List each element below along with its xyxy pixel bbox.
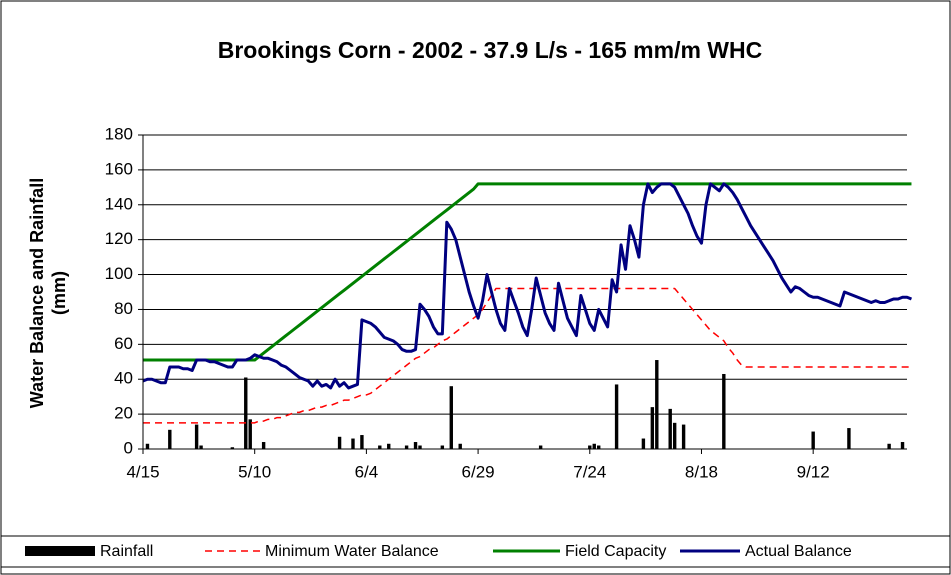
bar xyxy=(194,424,199,449)
bar xyxy=(360,435,364,449)
chart-title: Brookings Corn - 2002 - 37.9 L/s - 165 m… xyxy=(218,37,762,63)
x-tick-label: 4/15 xyxy=(126,462,159,481)
bar xyxy=(811,431,815,449)
bar xyxy=(378,445,382,449)
bar xyxy=(900,442,905,449)
bar xyxy=(230,447,235,449)
line xyxy=(142,182,913,390)
x-tick-label: 7/24 xyxy=(573,462,606,481)
y-tick-label: 160 xyxy=(105,159,133,178)
bar xyxy=(404,445,409,449)
bar xyxy=(458,443,462,449)
y-tick-label: 40 xyxy=(114,369,133,388)
legend-frame xyxy=(0,535,951,568)
bar xyxy=(588,445,592,449)
legend-label: Actual Balance xyxy=(745,543,852,560)
legend-label: Rainfall xyxy=(100,543,153,560)
bar xyxy=(351,438,355,449)
y-tick-label: 100 xyxy=(105,264,133,283)
y-tick-label: 80 xyxy=(114,299,133,318)
bar xyxy=(440,445,445,449)
x-tick-label: 9/12 xyxy=(797,462,830,481)
bar xyxy=(847,428,851,449)
line xyxy=(143,287,912,424)
bar xyxy=(592,443,596,449)
bar xyxy=(337,436,342,449)
bar xyxy=(244,377,248,449)
legend-label: Minimum Water Balance xyxy=(265,543,439,560)
bar xyxy=(672,422,677,449)
y-tick-label: 180 xyxy=(105,124,133,143)
bar xyxy=(387,443,391,449)
y-axis-label: Water Balance and Rainfall (mm) xyxy=(27,177,69,409)
bar xyxy=(887,443,891,449)
bar xyxy=(449,386,453,449)
legend-swatch xyxy=(25,546,95,556)
x-tick-label: 8/18 xyxy=(685,462,718,481)
legend-label: Field Capacity xyxy=(565,543,666,560)
bar xyxy=(261,442,266,449)
y-tick-label: 140 xyxy=(105,194,133,213)
bar xyxy=(413,442,418,449)
bar xyxy=(538,445,543,449)
bar xyxy=(681,424,686,449)
bar xyxy=(668,408,672,449)
y-tick-label: 20 xyxy=(114,404,133,423)
x-tick-label: 6/4 xyxy=(355,462,379,481)
x-tick-label: 5/10 xyxy=(238,462,271,481)
bar xyxy=(418,445,422,449)
line xyxy=(143,182,912,362)
bar xyxy=(655,360,659,449)
bar xyxy=(597,445,601,449)
bar xyxy=(722,373,726,449)
y-tick-label: 0 xyxy=(124,438,133,457)
bar xyxy=(168,429,172,449)
x-tick-label: 6/29 xyxy=(462,462,495,481)
y-tick-label: 120 xyxy=(105,229,133,248)
y-tick-label: 60 xyxy=(114,334,133,353)
bar xyxy=(641,438,646,449)
bar xyxy=(650,407,655,449)
bar xyxy=(145,443,150,449)
bar xyxy=(199,445,203,449)
bar xyxy=(614,384,619,449)
bar xyxy=(248,419,252,449)
